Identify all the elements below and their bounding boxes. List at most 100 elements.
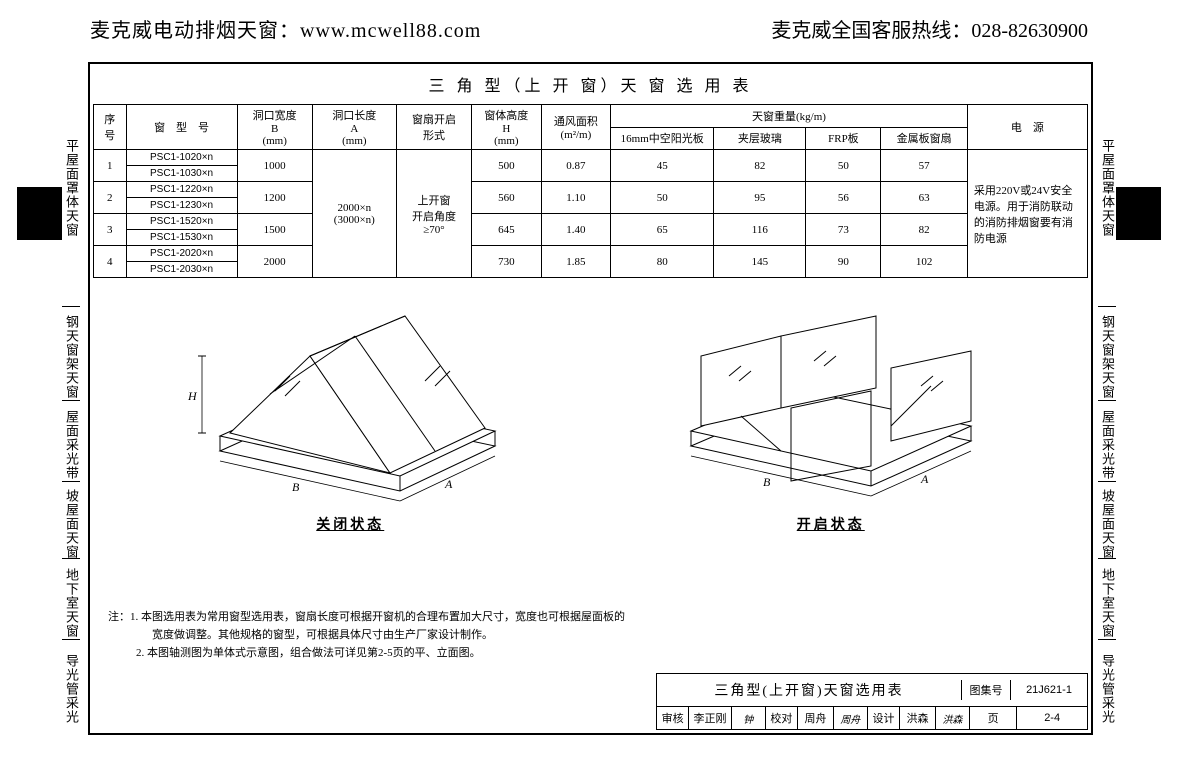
table-row: 4PSC1-2020×n20007301.858014590102 — [94, 246, 1088, 262]
cell-w2: 90 — [806, 246, 881, 278]
side-label: 平屋面罩体天窗 — [1098, 62, 1116, 314]
drawing-title: 三 角 型（上 开 窗）天 窗 选 用 表 — [90, 64, 1091, 104]
cell-model: PSC1-2020×n — [126, 246, 237, 262]
side-label: 平屋面罩体天窗 — [62, 62, 80, 314]
tb-review-sig: 钟 — [731, 707, 765, 729]
cell-model: PSC1-1020×n — [126, 150, 237, 166]
open-skylight-svg: B A — [641, 296, 1021, 506]
cell-w2: 50 — [806, 150, 881, 182]
cell-height: 645 — [472, 214, 542, 246]
dim-H: H — [187, 389, 198, 403]
cell-seq: 2 — [94, 182, 127, 214]
th-seq: 序号 — [94, 105, 127, 150]
th-width: 洞口宽度B(mm) — [237, 105, 312, 150]
tb-check-name: 周舟 — [797, 707, 833, 729]
dim2-A: A — [920, 472, 929, 486]
tb-check-sig: 周舟 — [833, 707, 867, 729]
side-label: 导光管采光 — [1098, 639, 1116, 739]
tb-design-label: 设计 — [867, 707, 899, 729]
side-label: 地下室天窗 — [62, 558, 80, 648]
th-openmode: 窗扇开启形式 — [396, 105, 471, 150]
note-2: 2. 本图轴测图为单体式示意图，组合做法可详见第2-5页的平、立面图。 — [136, 647, 481, 659]
cell-w1: 116 — [714, 214, 806, 246]
tb-sheet-label: 图集号 — [961, 680, 1010, 700]
side-label: 导光管采光 — [62, 639, 80, 739]
cell-length: 2000×n(3000×n) — [312, 150, 396, 278]
cell-seq: 1 — [94, 150, 127, 182]
cell-width: 1000 — [237, 150, 312, 182]
cell-model: PSC1-2030×n — [126, 262, 237, 278]
th-w2: FRP板 — [806, 127, 881, 150]
side-label: 钢天窗架天窗 — [1098, 306, 1116, 408]
cell-height: 730 — [472, 246, 542, 278]
page-header: 麦克威电动排烟天窗：www.mcwell88.com 麦克威全国客服热线：028… — [0, 0, 1178, 53]
dim-A: A — [444, 477, 453, 491]
diagram-open: B A 开启状态 — [621, 296, 1041, 534]
th-weight-group: 天窗重量(kg/m) — [611, 105, 968, 128]
cell-model: PSC1-1530×n — [126, 230, 237, 246]
closed-skylight-svg: H B A — [160, 296, 540, 506]
cell-model: PSC1-1230×n — [126, 198, 237, 214]
cell-vent: 1.85 — [541, 246, 611, 278]
tb-page-no: 2-4 — [1016, 707, 1087, 729]
side-labels-right: 平屋面罩体天窗钢天窗架天窗屋面采光带坡屋面天窗地下室天窗导光管采光 — [1098, 62, 1116, 731]
cell-power: 采用220V或24V安全电源。用于消防联动的消防排烟窗要有消防电源 — [967, 150, 1087, 278]
tb-review-label: 审核 — [657, 707, 688, 729]
th-power: 电 源 — [967, 105, 1087, 150]
tb-sheet-code: 21J621-1 — [1010, 680, 1087, 700]
diagram-closed: H B A 关闭状态 — [140, 296, 560, 534]
side-label: 坡屋面天窗 — [62, 481, 80, 565]
trim-mark-left — [17, 187, 62, 240]
tb-page-label: 页 — [969, 707, 1016, 729]
notes-block: 注：1. 本图选用表为常用窗型选用表，窗扇长度可根据开窗机的合理布置加大尺寸，宽… — [108, 608, 628, 662]
cell-w1: 82 — [714, 150, 806, 182]
cell-openmode: 上开窗开启角度≥70° — [396, 150, 471, 278]
tb-design-sig: 洪森 — [935, 707, 969, 729]
tb-check-label: 校对 — [765, 707, 797, 729]
spec-table: 序号 窗 型 号 洞口宽度B(mm) 洞口长度A(mm) 窗扇开启形式 窗体高度… — [93, 104, 1088, 278]
side-label: 地下室天窗 — [1098, 558, 1116, 648]
header-hotline-number: 028-82630900 — [971, 20, 1088, 42]
cell-w3: 63 — [881, 182, 967, 214]
th-model: 窗 型 号 — [126, 105, 237, 150]
cell-w3: 82 — [881, 214, 967, 246]
title-block: 三角型(上开窗)天窗选用表 图集号 21J621-1 审核 李正刚 钟 校对 周… — [656, 673, 1088, 730]
side-label: 坡屋面天窗 — [1098, 481, 1116, 565]
cell-vent: 1.10 — [541, 182, 611, 214]
cell-w3: 102 — [881, 246, 967, 278]
th-w1: 夹层玻璃 — [714, 127, 806, 150]
side-labels-left: 平屋面罩体天窗钢天窗架天窗屋面采光带坡屋面天窗地下室天窗导光管采光 — [62, 62, 80, 731]
main-frame: 三 角 型（上 开 窗）天 窗 选 用 表 序号 窗 型 号 洞口宽度B(mm)… — [88, 62, 1093, 735]
cell-vent: 1.40 — [541, 214, 611, 246]
cell-model: PSC1-1030×n — [126, 166, 237, 182]
cell-seq: 4 — [94, 246, 127, 278]
cell-w0: 65 — [611, 214, 714, 246]
cell-model: PSC1-1220×n — [126, 182, 237, 198]
cell-w0: 80 — [611, 246, 714, 278]
cell-w1: 145 — [714, 246, 806, 278]
th-vent: 通风面积(m²/m) — [541, 105, 611, 150]
table-row: 2PSC1-1220×n12005601.1050955663 — [94, 182, 1088, 198]
th-w0: 16mm中空阳光板 — [611, 127, 714, 150]
table-row: 3PSC1-1520×n15006451.40651167382 — [94, 214, 1088, 230]
cell-model: PSC1-1520×n — [126, 214, 237, 230]
th-height: 窗体高度H(mm) — [472, 105, 542, 150]
cell-height: 500 — [472, 150, 542, 182]
th-w3: 金属板窗扇 — [881, 127, 967, 150]
trim-mark-right — [1116, 187, 1161, 240]
tb-review-name: 李正刚 — [688, 707, 730, 729]
cell-w3: 57 — [881, 150, 967, 182]
cell-seq: 3 — [94, 214, 127, 246]
header-site-label: 麦克威电动排烟天窗： — [90, 20, 300, 42]
tb-title-text: 三角型(上开窗)天窗选用表 — [657, 680, 961, 700]
cell-vent: 0.87 — [541, 150, 611, 182]
header-hotline-label: 麦克威全国客服热线： — [771, 20, 971, 42]
cell-w0: 50 — [611, 182, 714, 214]
note-1: 1. 本图选用表为常用窗型选用表，窗扇长度可根据开窗机的合理布置加大尺寸，宽度也… — [130, 611, 625, 641]
notes-prefix: 注： — [108, 611, 130, 623]
side-label: 屋面采光带 — [1098, 400, 1116, 490]
caption-closed: 关闭状态 — [140, 514, 560, 534]
table-row: 1PSC1-1020×n10002000×n(3000×n)上开窗开启角度≥70… — [94, 150, 1088, 166]
dim-B: B — [292, 480, 300, 494]
side-label: 钢天窗架天窗 — [62, 306, 80, 408]
